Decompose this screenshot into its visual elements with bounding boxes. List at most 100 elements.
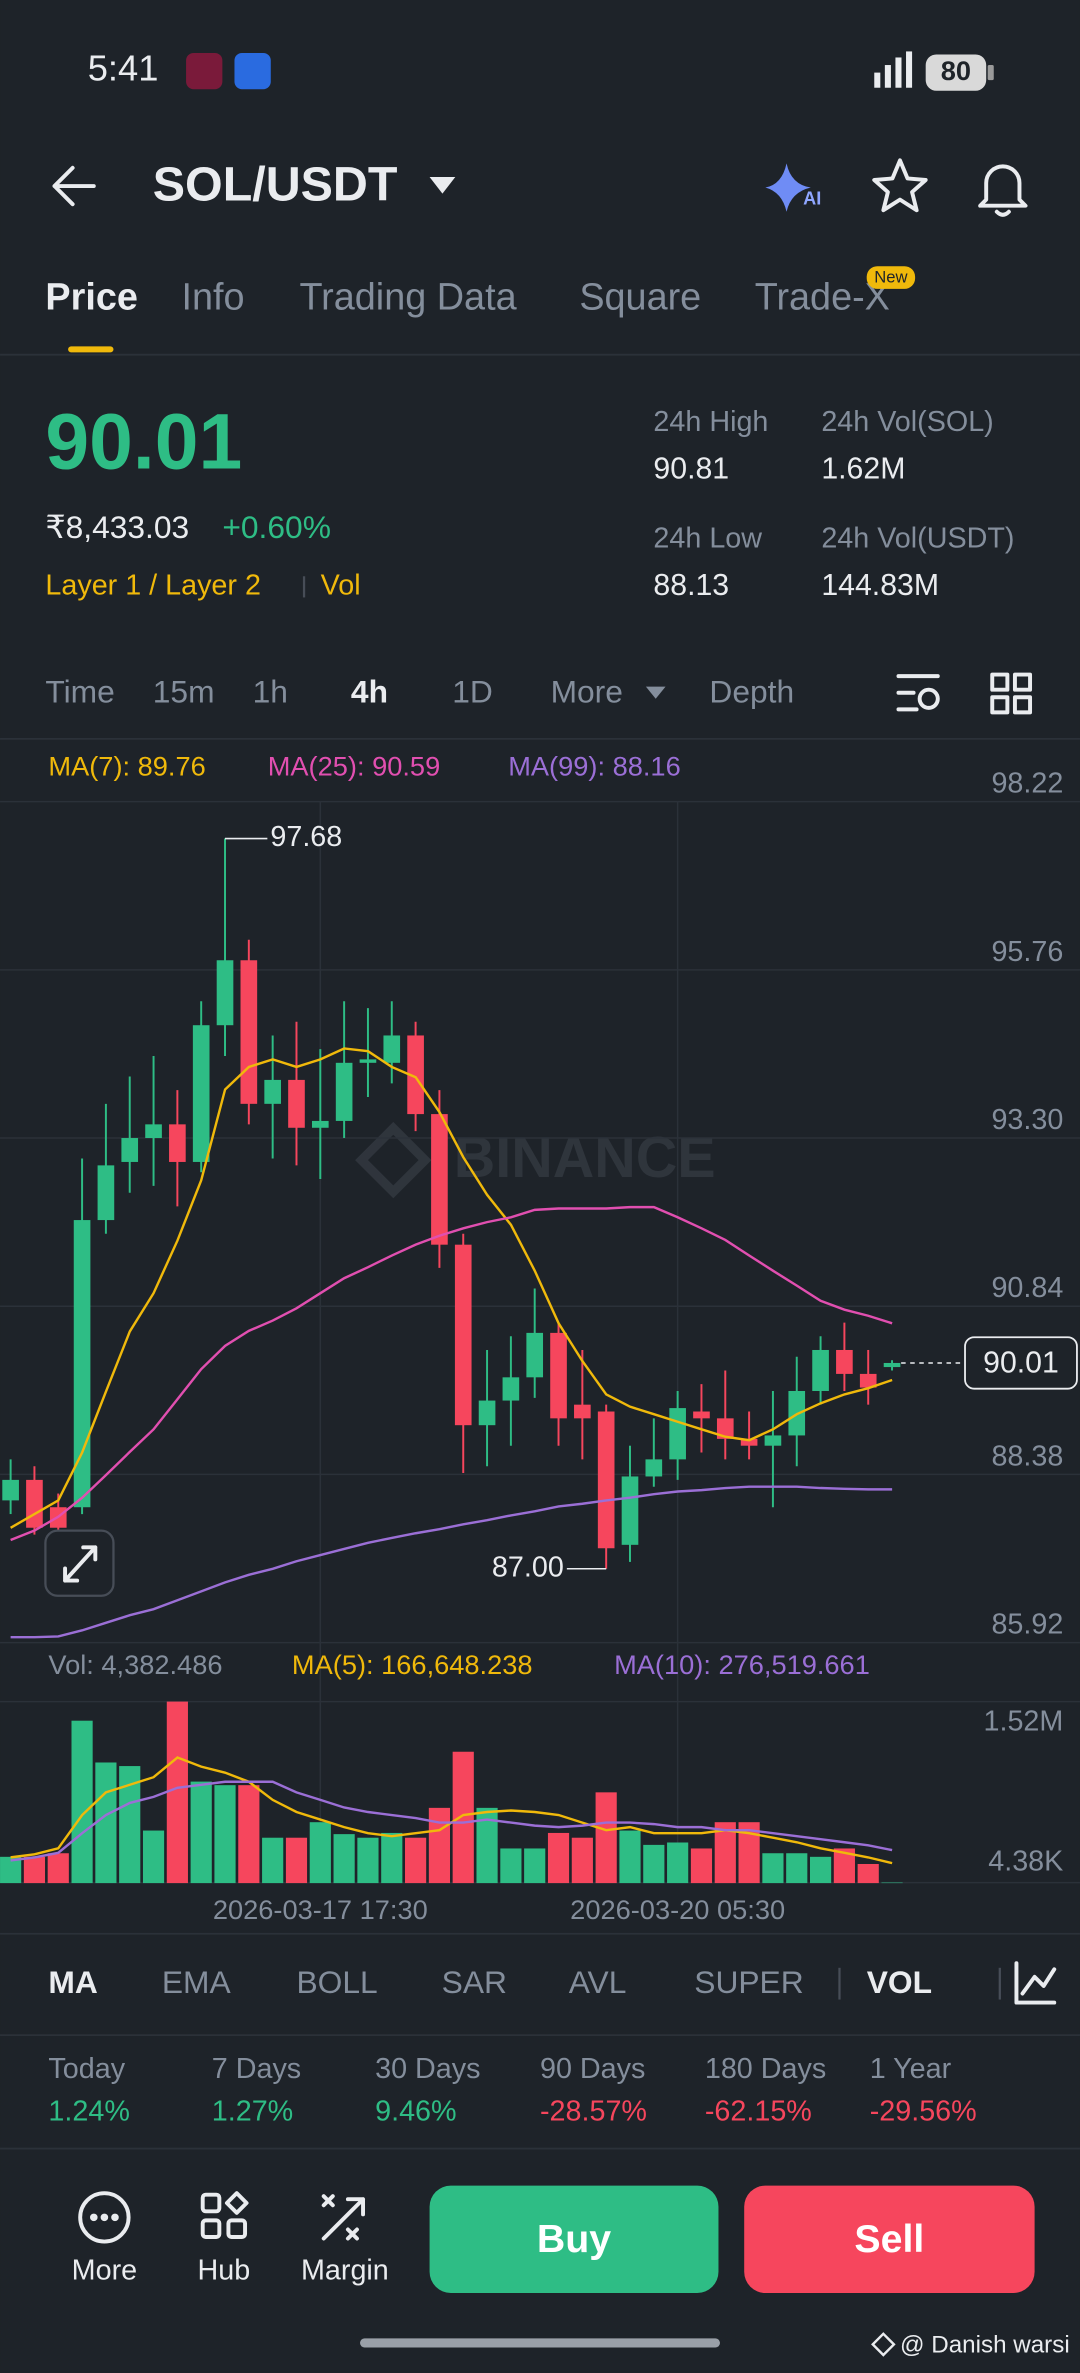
candle-body xyxy=(192,1025,210,1162)
volume-bar xyxy=(190,1781,212,1884)
volume-bar xyxy=(95,1762,117,1884)
interval[interactable]: 15m xyxy=(153,674,215,710)
candle-body xyxy=(502,1377,520,1401)
margin-icon[interactable] xyxy=(321,2194,366,2241)
stat-label: 24h Vol(SOL) xyxy=(821,406,993,438)
candle-body xyxy=(335,1062,353,1121)
volume-legend: Vol: 4,382.486 xyxy=(48,1649,222,1680)
candle-body xyxy=(264,1079,281,1104)
sell-button[interactable] xyxy=(744,2185,1035,2293)
volume-bar xyxy=(309,1822,331,1884)
candle-body xyxy=(454,1244,472,1426)
tab[interactable]: Trading Data xyxy=(300,276,518,318)
new-badge-text: New xyxy=(874,268,908,287)
indicator[interactable]: SAR xyxy=(442,1964,507,2000)
y-tick-label: 88.38 xyxy=(991,1440,1063,1472)
action-label[interactable]: Hub xyxy=(198,2254,251,2286)
stat-label: 24h Low xyxy=(653,523,762,555)
watermark-text: BINANCE xyxy=(454,1126,716,1190)
interval-bar: Time 15m 1h 4h 1D More Depth xyxy=(45,674,794,710)
volume-bar xyxy=(595,1792,617,1884)
volume-bar xyxy=(643,1844,665,1884)
credit: @ Danish warsi xyxy=(900,2331,1070,2358)
chart-area: BINANCE 98.22 95.76 93.30 90.84 88.38 85.92 20… xyxy=(0,751,1080,1925)
interval[interactable]: Time xyxy=(45,674,114,710)
candle-body xyxy=(2,1479,19,1501)
indicator[interactable]: SUPER xyxy=(694,1964,803,2000)
tab[interactable]: Price xyxy=(45,276,137,318)
ma-line xyxy=(10,1047,893,1529)
candle-body xyxy=(383,1035,401,1063)
candle-body xyxy=(240,960,258,1104)
volume-bar xyxy=(47,1853,69,1884)
action-label[interactable]: Margin xyxy=(301,2254,389,2286)
tab[interactable]: Square xyxy=(579,276,701,318)
candle-body xyxy=(526,1332,544,1378)
hub-icon[interactable] xyxy=(200,2191,249,2239)
fullscreen-icon xyxy=(63,1545,98,1583)
back-button[interactable] xyxy=(52,165,96,207)
action-label[interactable]: More xyxy=(72,2254,137,2286)
y-tick-label: 93.30 xyxy=(991,1104,1063,1136)
indicator-settings-button[interactable] xyxy=(1014,1961,1057,2005)
y-tick-label: 98.22 xyxy=(991,768,1063,800)
candle-body xyxy=(597,1411,615,1549)
performance: Today 1.24% 7 Days 1.27% 30 Days 9.46% 90 Days… xyxy=(48,2053,976,2127)
last-price: 90.01 xyxy=(45,397,242,485)
performance-label: 180 Days xyxy=(705,2053,826,2085)
stats: 24h High 90.81 24h Vol(SOL) 1.62M 24h Low 88.… xyxy=(653,406,1014,602)
watermark: BINANCE xyxy=(355,1121,716,1199)
volume-bar xyxy=(690,1848,713,1884)
last-price-box xyxy=(964,1336,1078,1390)
indicator[interactable]: VOL xyxy=(867,1964,932,2000)
x-tick-label: 2026-03-20 05:30 xyxy=(570,1894,785,1925)
tab[interactable]: Info xyxy=(182,276,245,318)
interval[interactable]: 4h xyxy=(351,674,388,710)
chart-settings-button[interactable] xyxy=(896,674,940,712)
indicator[interactable]: BOLL xyxy=(296,1964,377,2000)
tab[interactable]: Trade-X xyxy=(755,276,890,318)
candle-body xyxy=(550,1332,567,1419)
interval[interactable]: More xyxy=(551,674,623,710)
interval[interactable]: 1D xyxy=(452,674,493,710)
volume-bar xyxy=(762,1853,784,1884)
candle-body xyxy=(740,1438,758,1446)
candle-body xyxy=(359,1059,377,1063)
alert-button[interactable] xyxy=(978,164,1028,217)
volume-bar xyxy=(809,1856,832,1884)
vol-tick-label: 1.52M xyxy=(984,1705,1064,1737)
candle-body xyxy=(883,1362,901,1368)
volume-bar xyxy=(667,1842,689,1884)
indicator[interactable]: MA xyxy=(48,1964,97,2000)
tab-indicator xyxy=(68,346,114,353)
battery xyxy=(925,54,987,91)
candle-body xyxy=(716,1418,734,1439)
candle-body xyxy=(645,1459,663,1477)
layout-button[interactable] xyxy=(990,672,1033,715)
candle-body xyxy=(26,1479,43,1528)
volume-ma-legend: MA(5): 166,648.238 xyxy=(292,1649,533,1680)
interval[interactable]: 1h xyxy=(253,674,288,710)
battery-level: 80 xyxy=(941,55,971,86)
tag[interactable]: Layer 1 / Layer 2 xyxy=(45,569,261,601)
volume-bar xyxy=(119,1766,141,1884)
pair-dropdown[interactable] xyxy=(429,176,456,194)
battery-cap xyxy=(987,65,994,81)
pair-title[interactable]: SOL/USDT xyxy=(153,157,398,211)
candle-body xyxy=(169,1124,186,1162)
volume-bar xyxy=(285,1837,308,1884)
tag[interactable]: Vol xyxy=(321,569,361,601)
buy-button[interactable] xyxy=(429,2185,719,2293)
more-icon[interactable] xyxy=(78,2191,131,2244)
ai-button[interactable] xyxy=(765,163,811,212)
volume-bar xyxy=(142,1830,165,1884)
indicator[interactable]: AVL xyxy=(569,1964,627,2000)
ma-line xyxy=(10,1485,893,1639)
price-change: +0.60% xyxy=(222,509,331,545)
interval[interactable]: Depth xyxy=(709,674,794,710)
volume-bar xyxy=(714,1822,736,1884)
favorite-button[interactable] xyxy=(872,158,928,213)
home-indicator xyxy=(360,2338,720,2348)
indicator[interactable]: EMA xyxy=(162,1964,232,2000)
candle-body xyxy=(431,1114,448,1245)
